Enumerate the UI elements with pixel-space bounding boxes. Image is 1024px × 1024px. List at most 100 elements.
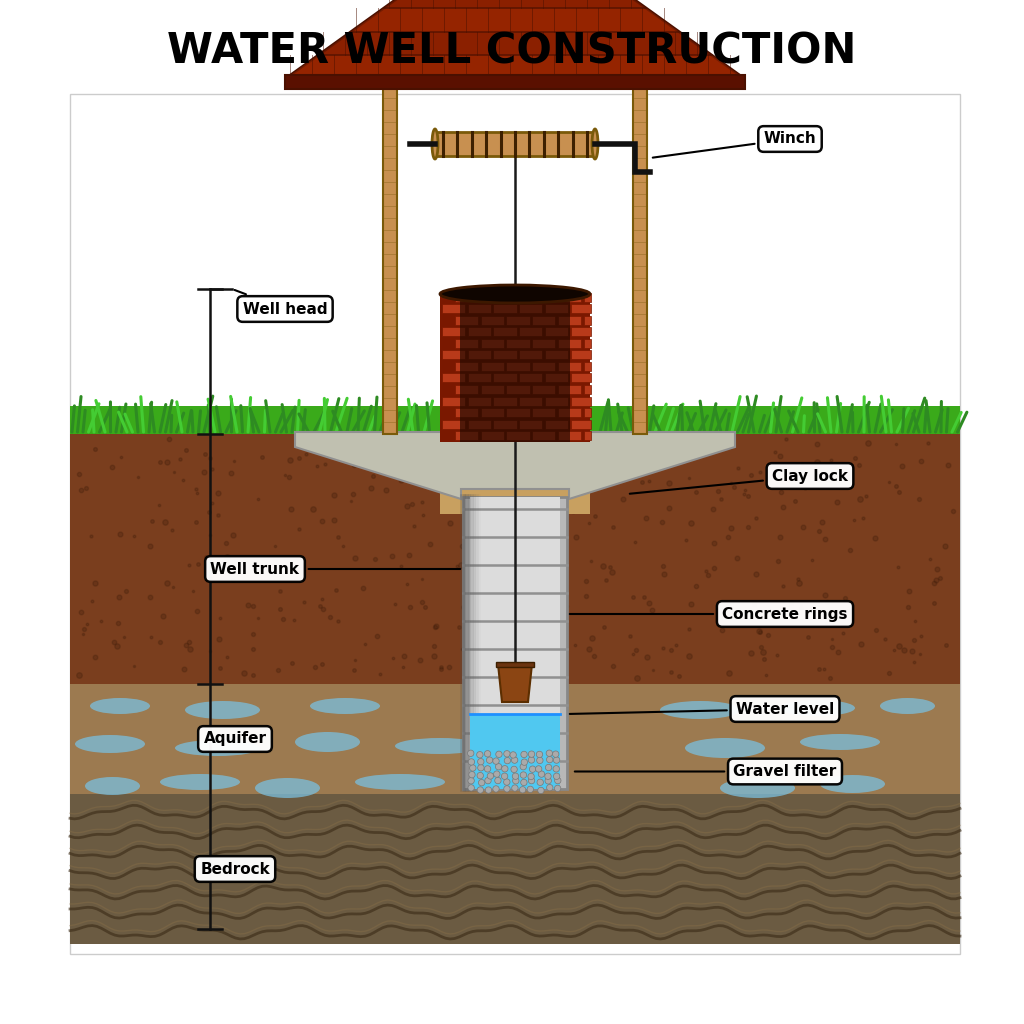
Bar bbox=[480, 339, 504, 348]
Circle shape bbox=[553, 766, 559, 772]
Circle shape bbox=[536, 766, 542, 772]
Bar bbox=[468, 350, 490, 359]
Circle shape bbox=[537, 752, 543, 758]
Circle shape bbox=[502, 766, 508, 772]
Circle shape bbox=[539, 771, 545, 777]
Ellipse shape bbox=[175, 740, 260, 756]
Bar bbox=[70, 794, 961, 944]
Bar bbox=[507, 431, 529, 440]
Bar bbox=[70, 94, 961, 954]
Circle shape bbox=[528, 757, 535, 763]
Ellipse shape bbox=[295, 732, 360, 752]
Bar bbox=[435, 132, 595, 156]
Polygon shape bbox=[384, 0, 646, 8]
Circle shape bbox=[477, 786, 483, 794]
Circle shape bbox=[486, 757, 493, 763]
Bar bbox=[571, 328, 591, 337]
Bar bbox=[455, 316, 477, 325]
Bar bbox=[558, 293, 582, 302]
Bar bbox=[571, 396, 591, 406]
Circle shape bbox=[493, 758, 500, 764]
Circle shape bbox=[519, 786, 525, 793]
Circle shape bbox=[468, 784, 474, 792]
Circle shape bbox=[476, 752, 483, 758]
Circle shape bbox=[477, 759, 484, 765]
Circle shape bbox=[504, 751, 510, 757]
Circle shape bbox=[546, 764, 552, 771]
Circle shape bbox=[496, 764, 502, 770]
Bar bbox=[519, 420, 543, 428]
Bar bbox=[480, 385, 504, 394]
Bar bbox=[585, 293, 591, 302]
Ellipse shape bbox=[720, 778, 795, 798]
Bar bbox=[571, 304, 591, 313]
Bar bbox=[460, 294, 570, 442]
Bar bbox=[441, 420, 465, 428]
Circle shape bbox=[538, 787, 544, 794]
Text: WATER WELL CONSTRUCTION: WATER WELL CONSTRUCTION bbox=[167, 31, 857, 73]
Circle shape bbox=[537, 757, 543, 764]
Circle shape bbox=[470, 765, 476, 771]
Bar bbox=[480, 431, 504, 440]
Bar bbox=[455, 339, 477, 348]
Circle shape bbox=[484, 777, 492, 783]
Bar bbox=[441, 396, 465, 406]
Ellipse shape bbox=[75, 735, 145, 753]
Bar bbox=[440, 294, 590, 442]
Bar bbox=[558, 408, 582, 417]
Ellipse shape bbox=[85, 777, 140, 795]
Bar bbox=[468, 304, 490, 313]
Circle shape bbox=[527, 786, 534, 793]
Bar bbox=[468, 374, 490, 383]
Circle shape bbox=[512, 784, 518, 792]
Ellipse shape bbox=[800, 734, 880, 750]
Circle shape bbox=[546, 750, 553, 757]
Bar bbox=[70, 684, 961, 794]
Bar bbox=[546, 420, 568, 428]
Bar bbox=[532, 339, 555, 348]
Circle shape bbox=[477, 765, 484, 771]
Text: Well trunk: Well trunk bbox=[211, 561, 460, 577]
Bar bbox=[468, 396, 490, 406]
Bar bbox=[558, 385, 582, 394]
Text: Well head: Well head bbox=[234, 290, 328, 316]
Circle shape bbox=[520, 779, 527, 785]
Circle shape bbox=[502, 773, 508, 779]
Bar bbox=[455, 293, 477, 302]
Circle shape bbox=[553, 757, 560, 763]
Bar bbox=[507, 293, 529, 302]
Ellipse shape bbox=[432, 129, 438, 159]
Circle shape bbox=[468, 751, 474, 757]
Circle shape bbox=[528, 773, 535, 779]
Circle shape bbox=[496, 751, 502, 758]
Circle shape bbox=[529, 766, 536, 772]
Bar bbox=[585, 362, 591, 371]
Bar bbox=[507, 362, 529, 371]
Bar bbox=[285, 75, 745, 89]
Circle shape bbox=[545, 773, 551, 779]
Bar bbox=[546, 350, 568, 359]
Bar bbox=[519, 396, 543, 406]
Bar bbox=[494, 396, 516, 406]
Bar bbox=[494, 304, 516, 313]
Bar bbox=[585, 339, 591, 348]
Ellipse shape bbox=[355, 774, 445, 790]
Circle shape bbox=[528, 777, 535, 783]
Circle shape bbox=[521, 752, 527, 758]
Ellipse shape bbox=[395, 738, 485, 754]
Polygon shape bbox=[440, 439, 590, 514]
Circle shape bbox=[469, 771, 475, 778]
Circle shape bbox=[477, 772, 483, 779]
Bar bbox=[519, 328, 543, 337]
Bar bbox=[507, 408, 529, 417]
Bar bbox=[571, 350, 591, 359]
Bar bbox=[383, 69, 397, 434]
Circle shape bbox=[553, 773, 560, 779]
Bar bbox=[480, 362, 504, 371]
Circle shape bbox=[528, 751, 535, 758]
Circle shape bbox=[493, 785, 500, 793]
Bar bbox=[532, 316, 555, 325]
Bar bbox=[546, 328, 568, 337]
Text: Concrete rings: Concrete rings bbox=[569, 606, 848, 622]
Circle shape bbox=[478, 779, 484, 785]
